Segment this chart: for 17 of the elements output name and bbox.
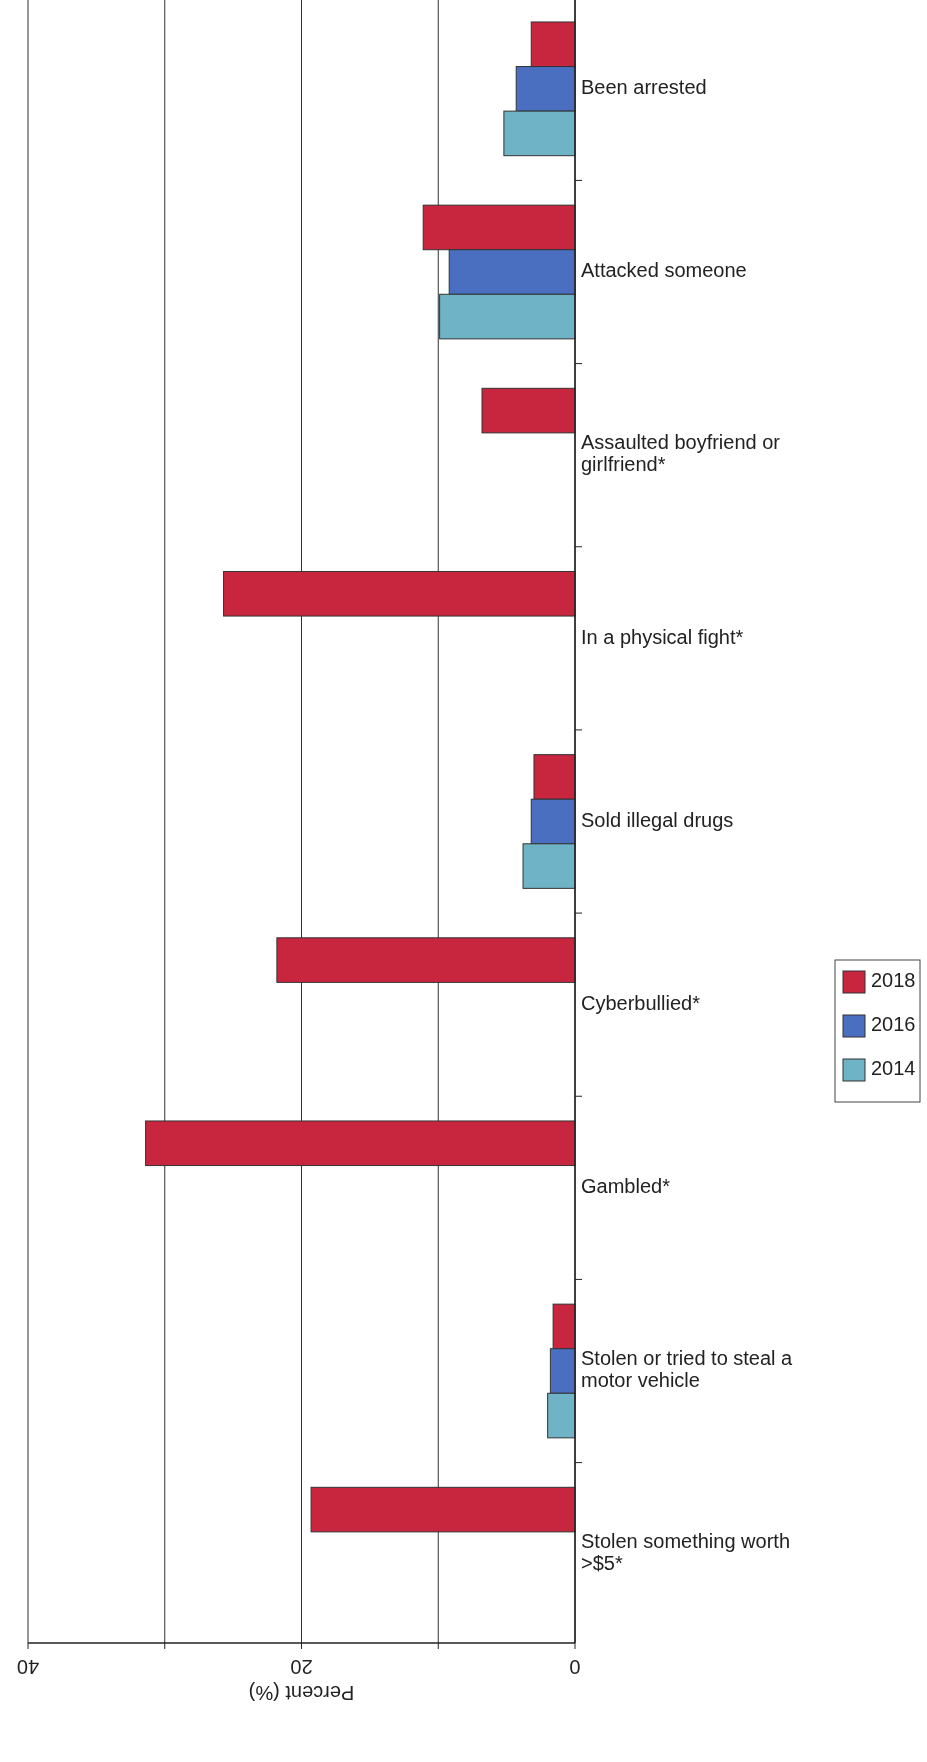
y-tick-label: Gambled* <box>581 1175 671 1198</box>
y-tick-label: Attacked someone <box>581 259 747 282</box>
y-tick-label: Sold illegal drugs <box>581 808 734 831</box>
y-tick-label: Been arrested <box>581 76 707 99</box>
legend-label: 2018 <box>871 969 916 992</box>
x-tick-label: 0 <box>569 1655 581 1678</box>
y-tick-label: Cyberbullied* <box>581 991 701 1014</box>
y-tick-label: Stolen something worth >$5* <box>581 1530 791 1575</box>
x-axis-title: Percent (%) <box>248 1681 355 1704</box>
legend-label: 2014 <box>871 1057 916 1080</box>
y-tick-label: Stolen or tried to steal a motor vehicle <box>581 1347 794 1392</box>
legend-label: 2016 <box>871 1013 916 1036</box>
x-tick-label: 40 <box>16 1655 40 1678</box>
y-tick-label: Assaulted boyfriend or girlfriend* <box>581 431 781 476</box>
bar <box>481 387 576 434</box>
y-tick-label: In a physical fight* <box>581 625 744 648</box>
x-tick-label: 20 <box>290 1655 313 1678</box>
